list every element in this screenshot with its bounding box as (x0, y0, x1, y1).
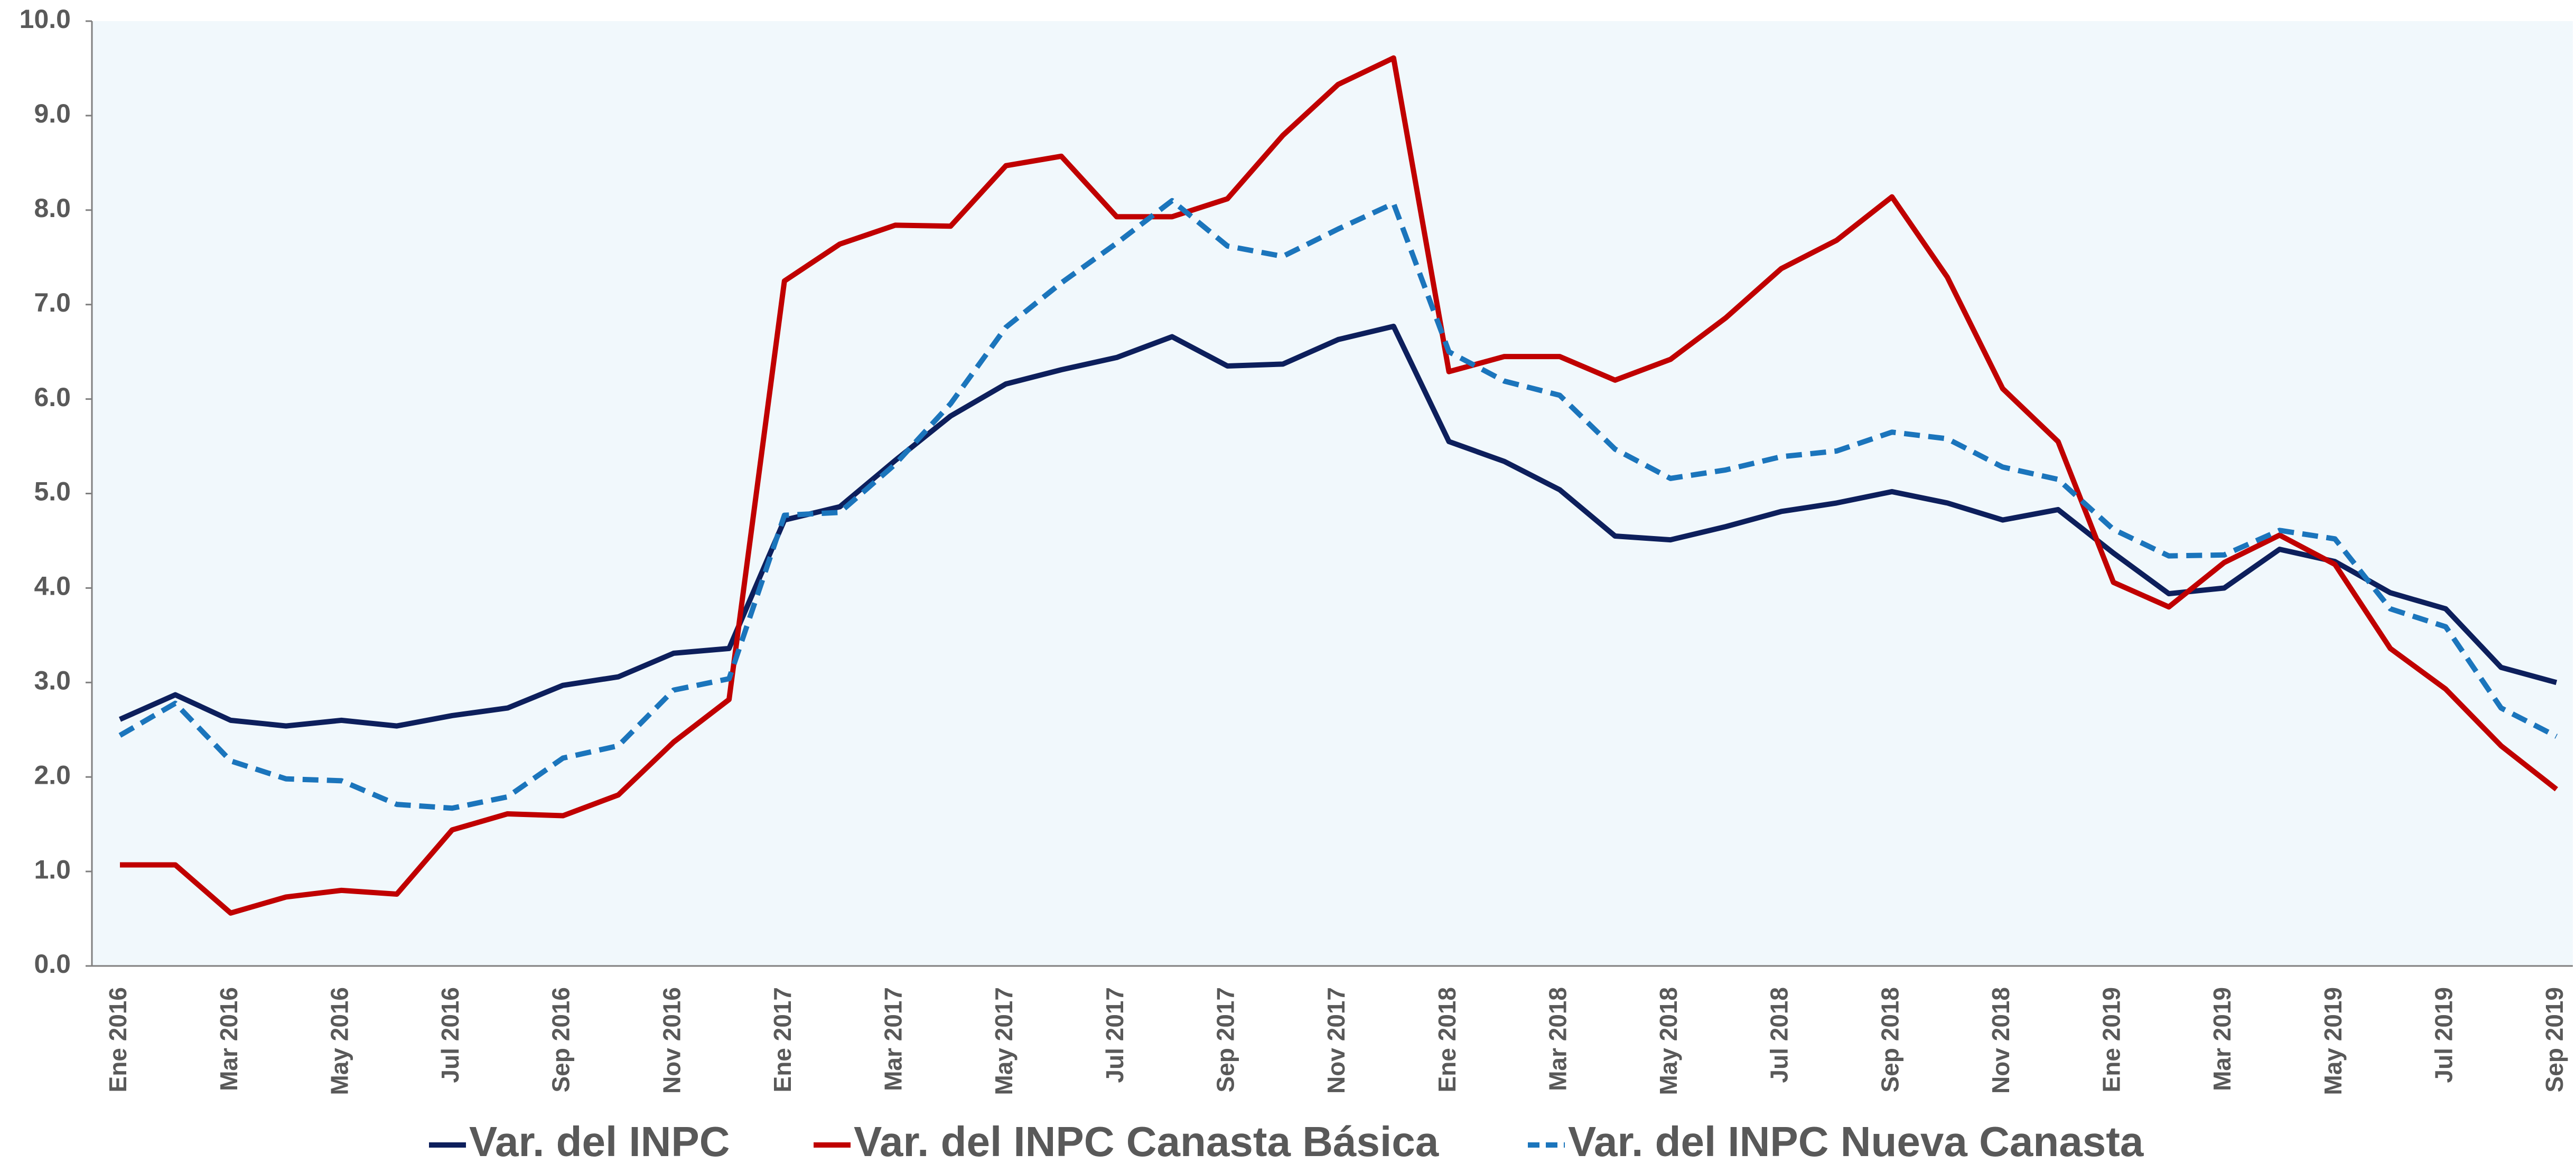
x-tick-label: Ene 2019 (2098, 987, 2125, 1092)
x-tick-label: Jul 2018 (1766, 987, 1793, 1083)
x-tick-label: May 2017 (990, 987, 1018, 1095)
y-tick-label: 9.0 (34, 99, 71, 128)
series-line (120, 55, 2559, 916)
y-tick-label: 2.0 (34, 760, 71, 790)
x-tick-label: Jul 2019 (2430, 987, 2458, 1083)
x-tick-label: Sep 2016 (547, 987, 575, 1092)
x-tick-label: May 2018 (1655, 987, 1682, 1095)
y-tick-label: 1.0 (34, 855, 71, 884)
x-tick-label: Mar 2019 (2208, 987, 2236, 1091)
legend-label: Var. del INPC (469, 1118, 730, 1164)
series-line (118, 323, 2558, 729)
y-tick-label: 7.0 (34, 288, 71, 317)
x-tick-label: Sep 2018 (1876, 987, 1903, 1092)
x-tick-label: Nov 2016 (658, 987, 685, 1094)
x-tick-label: Nov 2018 (1987, 987, 2014, 1094)
y-tick-label: 8.0 (34, 193, 71, 223)
x-tick-label: Nov 2017 (1322, 987, 1350, 1094)
y-tick-label: 5.0 (34, 477, 71, 506)
y-tick-label: 0.0 (34, 949, 71, 979)
y-tick-label: 10.0 (20, 4, 71, 34)
x-tick-label: Ene 2017 (769, 987, 796, 1092)
y-tick-label: 4.0 (34, 571, 71, 601)
plot-area (92, 21, 2573, 966)
x-tick-label: Jul 2017 (1101, 987, 1128, 1083)
legend-label: Var. del INPC Canasta Básica (854, 1118, 1439, 1164)
x-tick-label: Ene 2018 (1433, 987, 1461, 1092)
y-tick-label: 3.0 (34, 666, 71, 696)
x-tick-label: Sep 2019 (2541, 987, 2568, 1092)
x-tick-label: May 2019 (2319, 987, 2347, 1095)
legend-label: Var. del INPC Nueva Canasta (1568, 1118, 2144, 1164)
x-tick-label: Jul 2016 (436, 987, 464, 1083)
x-tick-label: Sep 2017 (1212, 987, 1239, 1092)
y-tick-label: 6.0 (34, 382, 71, 412)
x-tick-label: Mar 2017 (880, 987, 907, 1091)
x-tick-label: Mar 2016 (215, 987, 242, 1091)
x-tick-label: Ene 2016 (104, 987, 132, 1092)
x-tick-label: Mar 2018 (1544, 987, 1571, 1091)
x-tick-label: May 2016 (325, 987, 353, 1095)
series-line (118, 198, 2558, 811)
